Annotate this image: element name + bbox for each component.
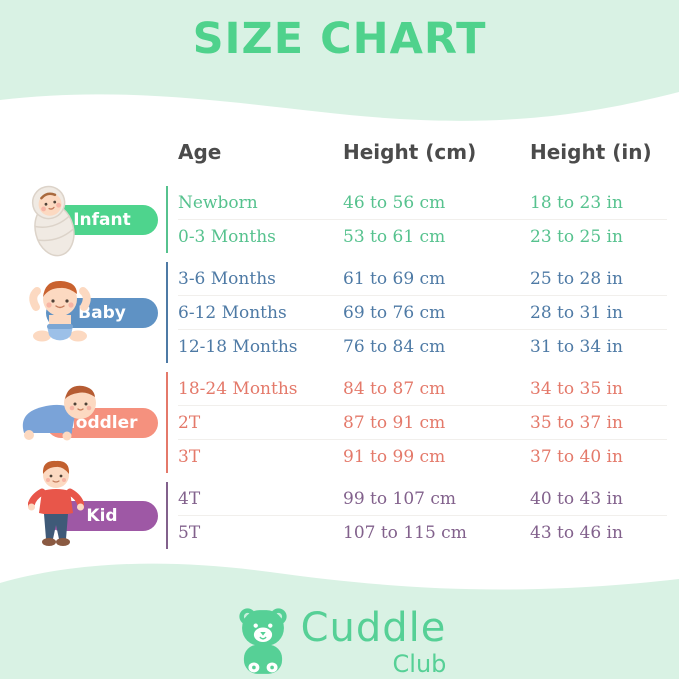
cell-in: 40 to 43 in xyxy=(530,488,623,509)
size-table: Age Height (cm) Height (in) xyxy=(14,140,667,558)
cell-age: 12-18 Months xyxy=(178,336,298,357)
table-header-row: Age Height (cm) Height (in) xyxy=(14,140,667,164)
brand-footer: Cuddle Club xyxy=(0,604,679,679)
table-row: Newborn 46 to 56 cm 18 to 23 in xyxy=(178,186,667,220)
table-row: 6-12 Months 69 to 76 cm 28 to 31 in xyxy=(178,296,667,330)
cell-age: 3T xyxy=(178,446,201,467)
cell-in: 25 to 28 in xyxy=(530,268,623,289)
cell-cm: 91 to 99 cm xyxy=(343,446,446,467)
cell-cm: 46 to 56 cm xyxy=(343,192,446,213)
cell-age: 2T xyxy=(178,412,201,433)
cell-cm: 87 to 91 cm xyxy=(343,412,446,433)
header-height-in: Height (in) xyxy=(530,140,652,164)
cell-in: 28 to 31 in xyxy=(530,302,623,323)
swaddled-infant-illustration xyxy=(31,185,75,256)
group-rows: 4T 99 to 107 cm 40 to 43 in 5T 107 to 115 cm… xyxy=(166,482,667,549)
cell-age: 3-6 Months xyxy=(178,268,276,289)
standing-kid-illustration xyxy=(28,460,84,546)
toddler-badge: Toddler xyxy=(14,372,166,473)
cell-in: 18 to 23 in xyxy=(530,192,623,213)
cell-in: 35 to 37 in xyxy=(530,412,623,433)
cell-cm: 53 to 61 cm xyxy=(343,226,446,247)
brand-subname: Club xyxy=(392,650,447,678)
baby-badge: Baby xyxy=(14,262,166,363)
sitting-baby-illustration xyxy=(29,280,91,341)
table-row: 0-3 Months 53 to 61 cm 23 to 25 in xyxy=(178,220,667,253)
kid-badge: Kid xyxy=(14,460,166,549)
cell-age: 6-12 Months xyxy=(178,302,287,323)
group-rows: 3-6 Months 61 to 69 cm 25 to 28 in 6-12 Mon… xyxy=(166,262,667,363)
group-rows: Newborn 46 to 56 cm 18 to 23 in 0-3 Months 5… xyxy=(166,186,667,253)
cell-cm: 84 to 87 cm xyxy=(343,378,446,399)
crawling-toddler-illustration xyxy=(22,385,96,440)
cell-age: Newborn xyxy=(178,192,258,213)
table-row: 4T 99 to 107 cm 40 to 43 in xyxy=(178,482,667,516)
group-baby: Baby 3-6 Months 61 to 69 cm 25 to 28 in 6-1… xyxy=(14,262,667,363)
table-row: 2T 87 to 91 cm 35 to 37 in xyxy=(178,406,667,440)
table-row: 3T 91 to 99 cm 37 to 40 in xyxy=(178,440,667,473)
infant-badge: Infant xyxy=(14,185,166,256)
table-row: 12-18 Months 76 to 84 cm 31 to 34 in xyxy=(178,330,667,363)
cell-cm: 61 to 69 cm xyxy=(343,268,446,289)
top-wave-background xyxy=(0,0,679,121)
cell-age: 0-3 Months xyxy=(178,226,276,247)
group-toddler: Toddler 18-24 Months 84 to 87 cm 34 to 35 … xyxy=(14,372,667,473)
brand-name: Cuddle xyxy=(300,605,447,651)
header-height-cm: Height (cm) xyxy=(343,140,477,164)
header-age: Age xyxy=(178,140,222,164)
cell-cm: 99 to 107 cm xyxy=(343,488,456,509)
table-row: 3-6 Months 61 to 69 cm 25 to 28 in xyxy=(178,262,667,296)
bottom-wave-background xyxy=(0,563,679,679)
cell-cm: 76 to 84 cm xyxy=(343,336,446,357)
cell-in: 34 to 35 in xyxy=(530,378,623,399)
group-infant: Infant Newborn 46 to 56 cm 18 to 23 in 0-3 … xyxy=(14,185,667,256)
cell-cm: 107 to 115 cm xyxy=(343,522,467,543)
brand-text: Cuddle Club xyxy=(301,604,447,676)
cell-in: 31 to 34 in xyxy=(530,336,623,357)
table-row: 5T 107 to 115 cm 43 to 46 in xyxy=(178,516,667,549)
table-row: 18-24 Months 84 to 87 cm 34 to 35 in xyxy=(178,372,667,406)
cell-in: 23 to 25 in xyxy=(530,226,623,247)
cell-in: 43 to 46 in xyxy=(530,522,623,543)
cell-age: 18-24 Months xyxy=(178,378,298,399)
cell-age: 5T xyxy=(178,522,201,543)
group-kid: Kid 4T 99 to 107 cm 40 to 43 in 5T 107 to 11… xyxy=(14,460,667,549)
cell-cm: 69 to 76 cm xyxy=(343,302,446,323)
teddy-bear-icon xyxy=(238,608,287,674)
group-rows: 18-24 Months 84 to 87 cm 34 to 35 in 2T 87 t… xyxy=(166,372,667,473)
cell-age: 4T xyxy=(178,488,201,509)
cell-in: 37 to 40 in xyxy=(530,446,623,467)
page-title: SIZE CHART xyxy=(192,14,487,64)
